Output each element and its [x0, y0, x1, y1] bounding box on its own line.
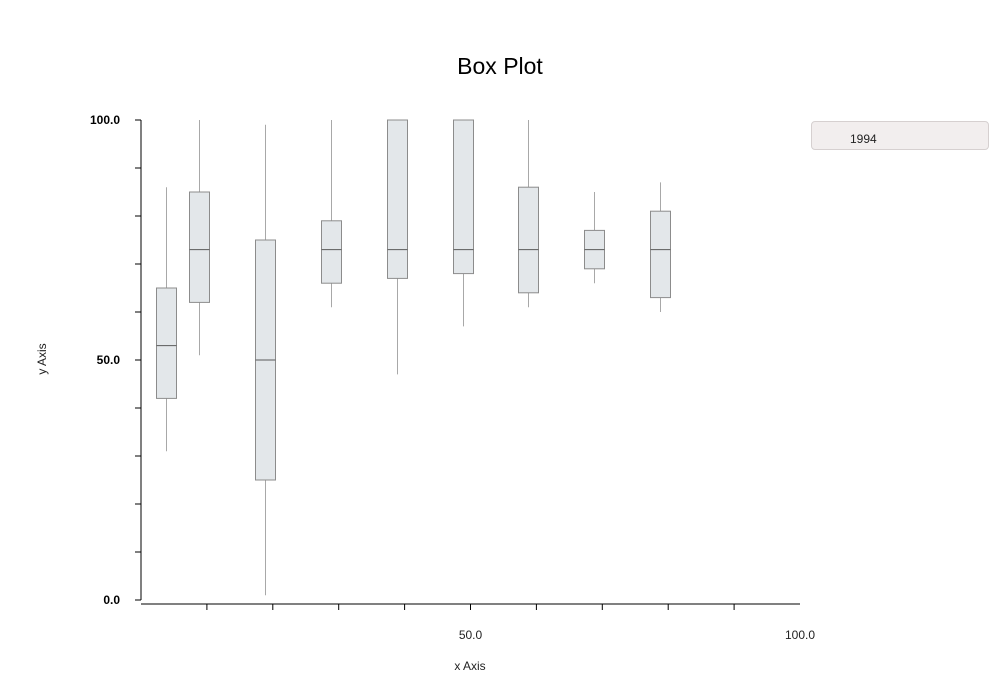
box — [650, 182, 671, 312]
y-tick-label: 50.0 — [97, 353, 121, 367]
box-body — [156, 287, 177, 399]
legend[interactable]: 1994 — [811, 121, 989, 150]
box-series — [156, 119, 671, 596]
box — [453, 119, 474, 327]
x-tick-label: 100.0 — [785, 628, 815, 642]
box — [518, 120, 539, 308]
box — [387, 119, 408, 375]
box — [189, 120, 210, 356]
x-axis-label: x Axis — [454, 659, 486, 673]
legend-entry-label: 1994 — [850, 132, 877, 146]
box-body — [321, 220, 342, 284]
box-body — [189, 191, 210, 303]
x-axis-ticks: 50.0 100.0 — [206, 604, 815, 642]
box — [321, 120, 342, 308]
y-tick-label: 100.0 — [90, 113, 120, 127]
chart-title: Box Plot — [457, 53, 543, 79]
box-body — [518, 186, 539, 294]
box-body — [453, 119, 474, 275]
x-tick-label: 50.0 — [459, 628, 483, 642]
box — [156, 187, 177, 452]
y-tick-label: 0.0 — [103, 593, 120, 607]
y-axis-label: y Axis — [35, 343, 49, 375]
box-body — [650, 210, 671, 299]
box-body — [387, 119, 408, 279]
y-axis-ticks: 0.0 50.0 100.0 — [90, 113, 141, 607]
box — [584, 192, 605, 284]
box — [255, 124, 276, 596]
